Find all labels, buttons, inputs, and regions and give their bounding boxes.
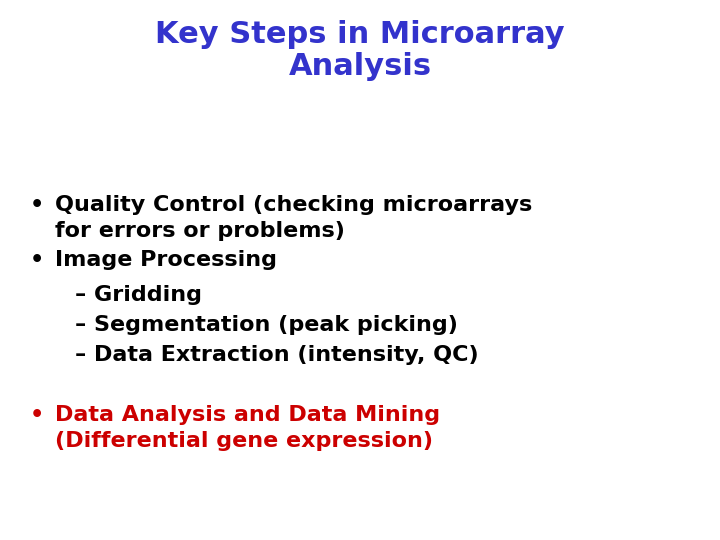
Text: Image Processing: Image Processing	[55, 250, 277, 270]
Text: Analysis: Analysis	[289, 52, 431, 81]
Text: •: •	[30, 405, 44, 425]
Text: Key Steps in Microarray: Key Steps in Microarray	[156, 20, 564, 49]
Text: for errors or problems): for errors or problems)	[55, 221, 345, 241]
Text: – Gridding: – Gridding	[75, 285, 202, 305]
Text: Quality Control (checking microarrays: Quality Control (checking microarrays	[55, 195, 532, 215]
Text: •: •	[30, 250, 44, 270]
Text: (Differential gene expression): (Differential gene expression)	[55, 431, 433, 451]
Text: Data Analysis and Data Mining: Data Analysis and Data Mining	[55, 405, 440, 425]
Text: •: •	[30, 195, 44, 215]
Text: – Segmentation (peak picking): – Segmentation (peak picking)	[75, 315, 458, 335]
Text: – Data Extraction (intensity, QC): – Data Extraction (intensity, QC)	[75, 345, 479, 365]
